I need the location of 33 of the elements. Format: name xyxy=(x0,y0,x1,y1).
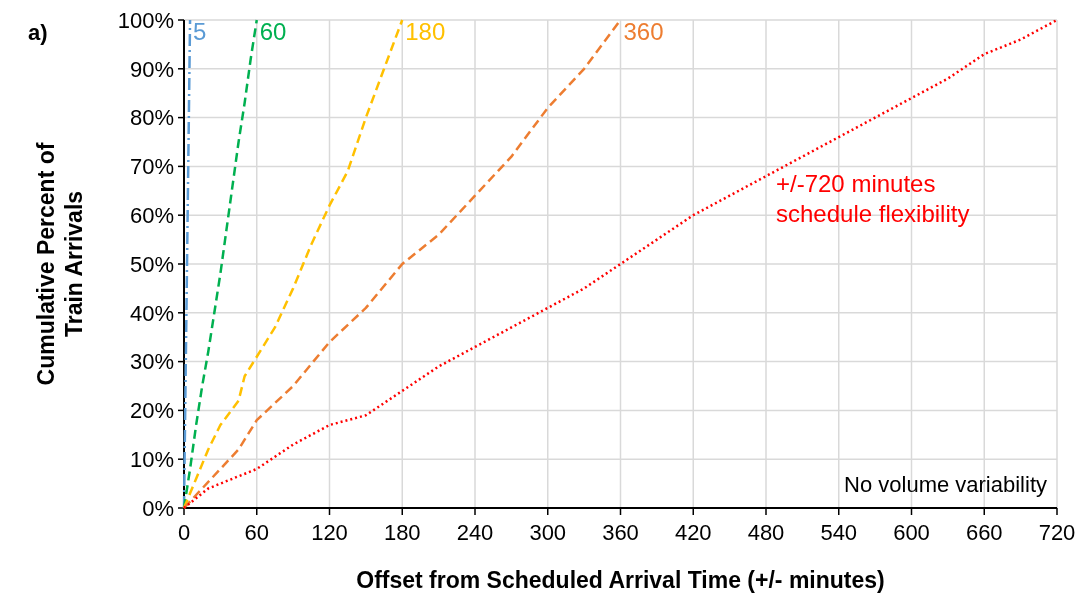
x-tick-label: 300 xyxy=(529,520,567,545)
series-label: 180 xyxy=(405,18,446,45)
x-tick-label: 720 xyxy=(1038,520,1076,545)
x-tick-label: 60 xyxy=(244,520,269,545)
y-tick-label: 30% xyxy=(129,349,174,375)
x-tick-label: 120 xyxy=(311,520,348,545)
series-label: 360 xyxy=(623,18,664,45)
x-tick-label: 660 xyxy=(965,520,1003,545)
y-tick-label: 40% xyxy=(129,300,174,326)
y-tick-label: 80% xyxy=(129,105,174,131)
x-axis-title: Offset from Scheduled Arrival Time (+/- minutes) xyxy=(356,567,885,593)
y-tick-label: 20% xyxy=(129,398,174,424)
y-tick-label: 0% xyxy=(142,495,174,521)
x-tick-label: 600 xyxy=(893,520,930,545)
series-label: 60 xyxy=(259,18,287,45)
x-tick-label: 540 xyxy=(820,520,858,545)
y-tick-label: 70% xyxy=(129,154,174,180)
y-axis-title: Cumulative Percent of Train Arrivals xyxy=(33,142,87,386)
y-tick-label: 100% xyxy=(117,7,174,33)
x-tick-label: 0 xyxy=(177,520,191,545)
x-tick-label: 180 xyxy=(383,520,421,545)
annotation: No volume variability xyxy=(844,472,1047,497)
text: a) xyxy=(28,20,48,45)
x-tick-label: 240 xyxy=(456,520,494,545)
x-tick-label: 420 xyxy=(674,520,712,545)
series-label: +/-720 minutes schedule flexibility xyxy=(776,170,970,228)
y-tick-label: 10% xyxy=(129,446,174,472)
y-tick-label: 60% xyxy=(129,202,174,228)
x-tick-label: 360 xyxy=(602,520,639,545)
x-tick-label: 480 xyxy=(747,520,785,545)
y-tick-label: 90% xyxy=(129,56,174,82)
y-tick-label: 50% xyxy=(129,251,174,277)
series-label: 5 xyxy=(193,18,207,45)
